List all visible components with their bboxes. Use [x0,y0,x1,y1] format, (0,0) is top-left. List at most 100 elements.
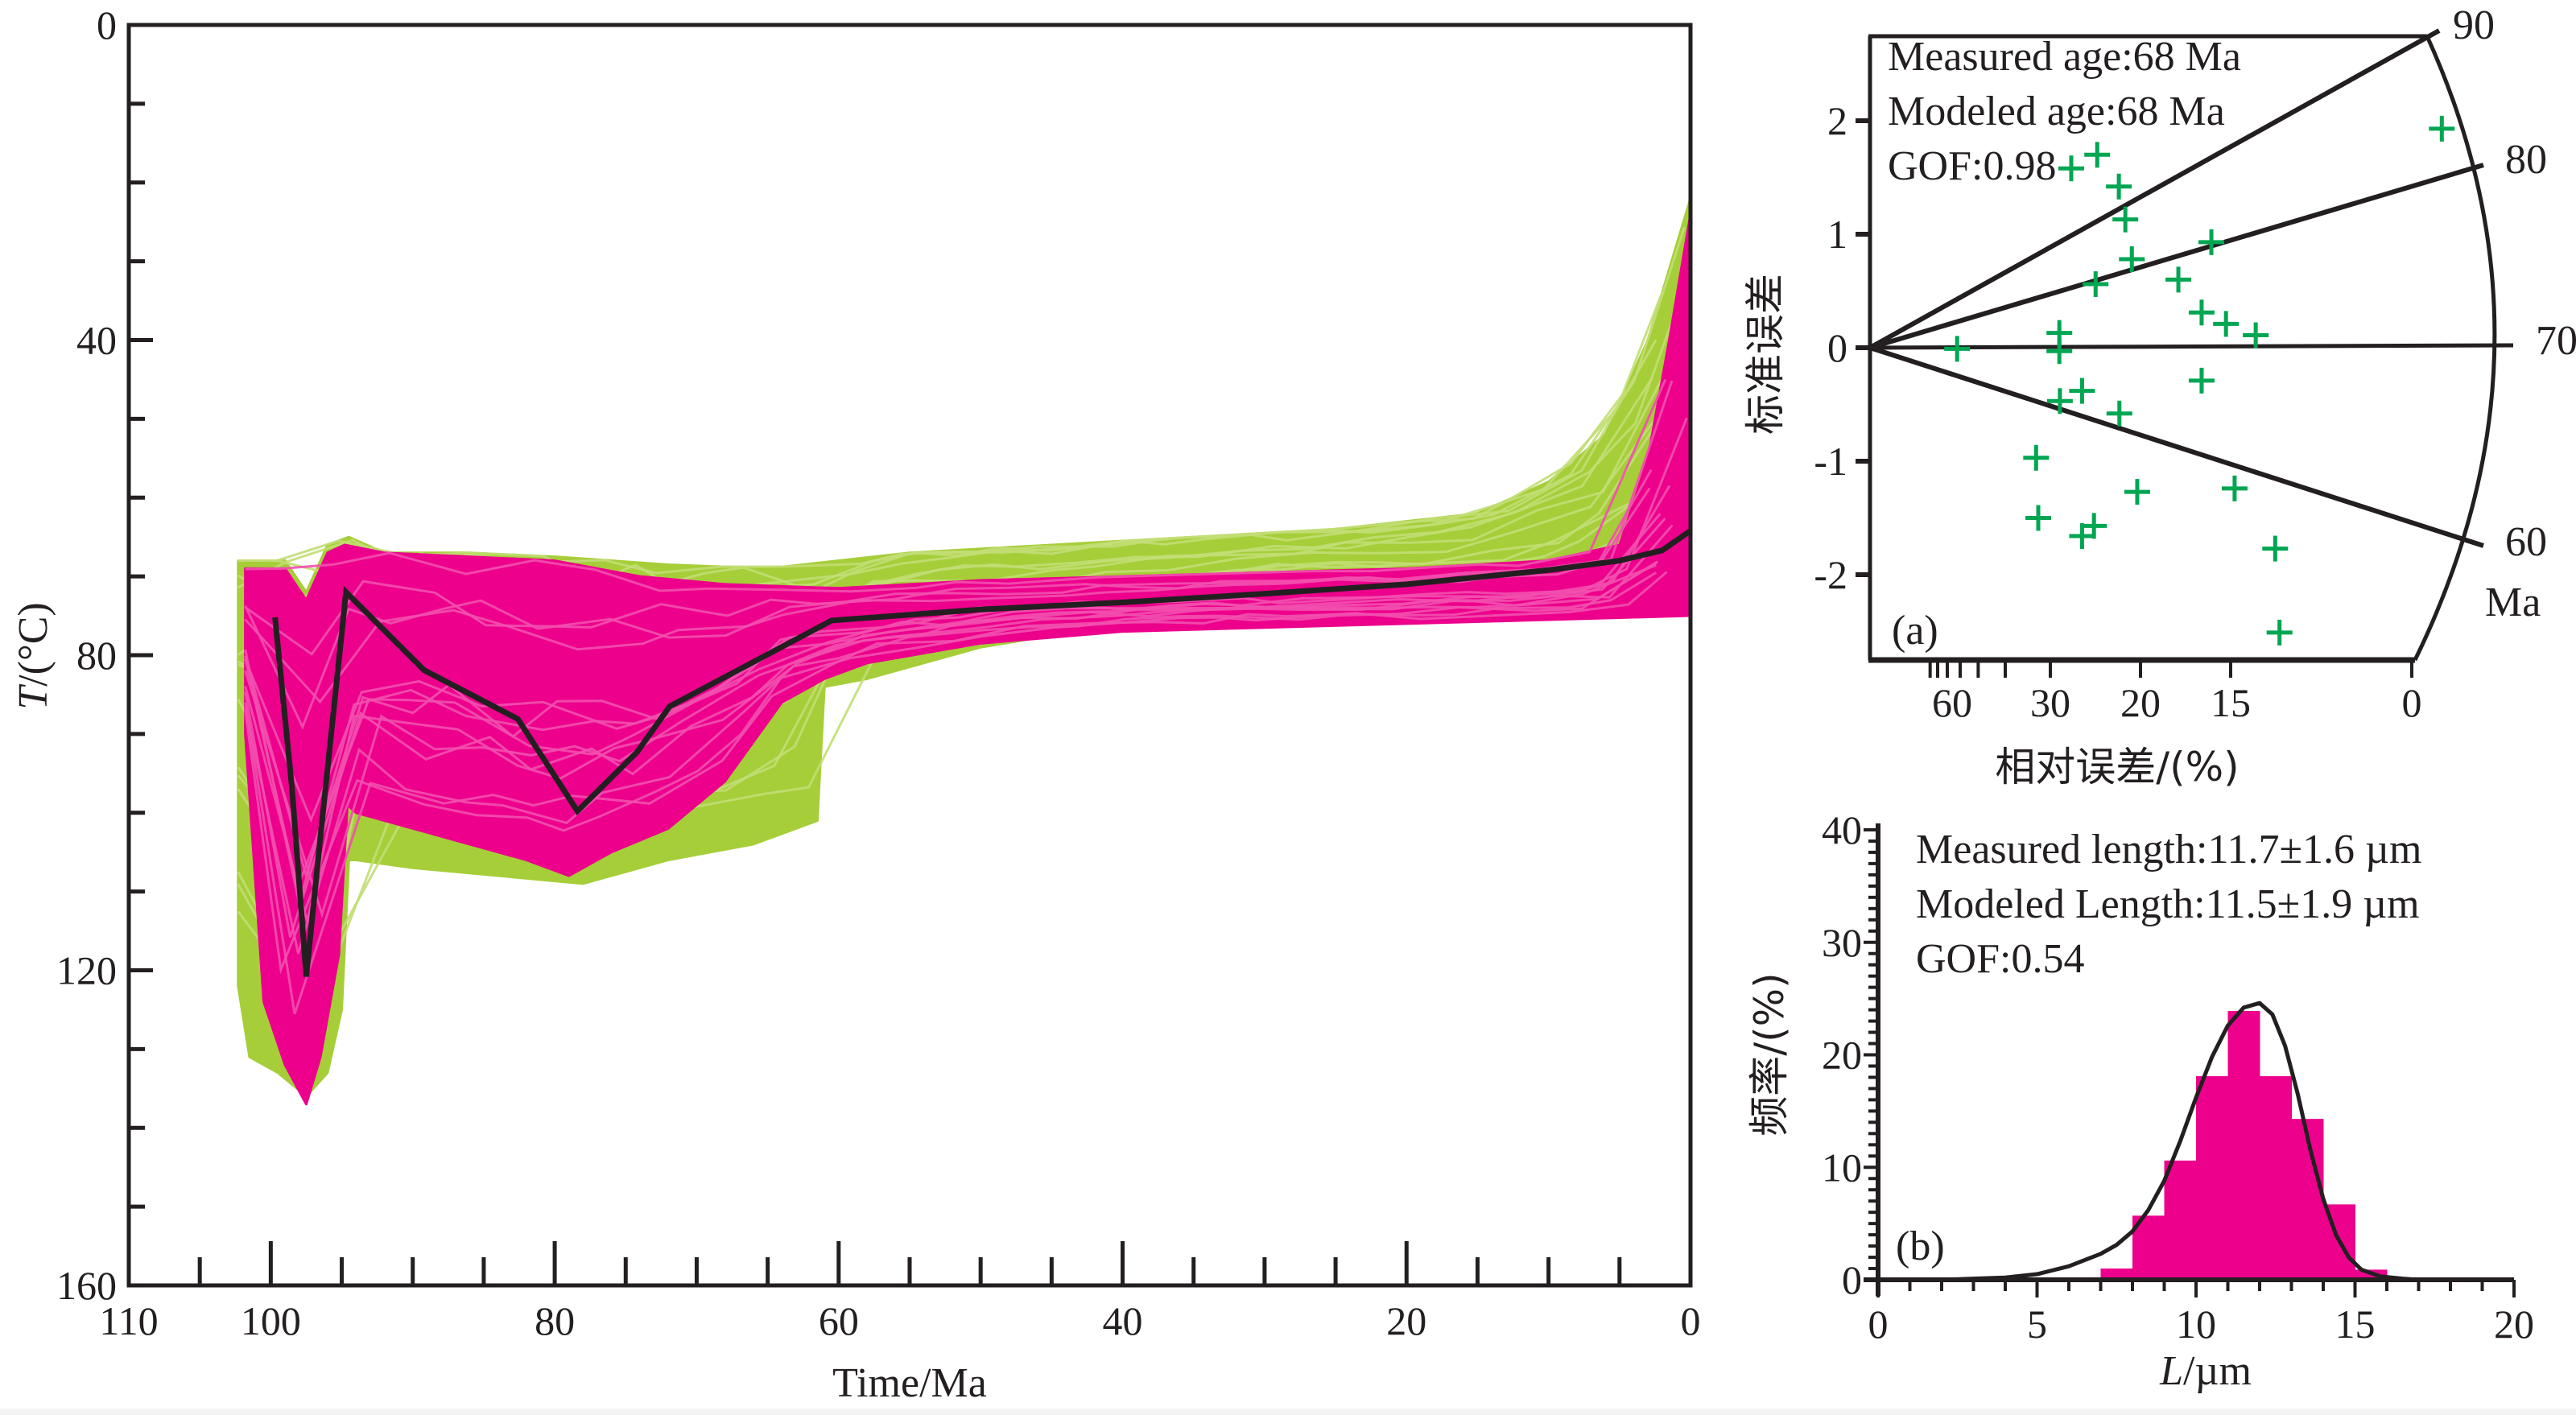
hist-x-axis-title-symbol: L [2159,1348,2183,1394]
y-tick-label: 120 [56,948,117,993]
good-sample-path [244,513,1662,905]
radial-x-tick-label: 30 [2030,680,2070,725]
thermal-history-plot: 110 100 80 60 40 20 0 0 40 80 120 160 Time/Ma T/(°… [10,2,1701,1406]
y-tick-label: 40 [76,318,117,363]
hist-x-tick-label: 20 [2494,1302,2534,1347]
x-tick-label: 40 [1103,1298,1143,1343]
good-sample-path [245,378,1667,593]
hist-x-tick-label: 15 [2335,1302,2376,1347]
y-tick-labels: 0 40 80 120 160 [56,2,117,1308]
hist-y-tick-label: 10 [1822,1145,1862,1190]
radial-point [2198,229,2225,255]
radial-x-tick-label: 15 [2211,680,2251,725]
radial-y-axis-title: 标准误差 [1742,274,1789,435]
age-scale-arc [2413,35,2497,662]
good-sample-path [244,571,1668,975]
age-ray-60 [1869,345,2484,548]
y-tick-label: 160 [56,1263,117,1308]
radial-point [2188,299,2215,326]
y-axis-title-unit: /(°C) [10,602,56,687]
hist-x-axis-title-unit: /µm [2183,1348,2252,1394]
x-tick-label: 20 [1386,1298,1426,1343]
hist-annotation-modeled-length: Modeled Length:11.5±1.9 µm [1916,881,2420,927]
radial-annotation-measured-age: Measured age:68 Ma [1888,34,2241,80]
y-axis-title-symbol: T [10,684,56,710]
good-sample-path [244,487,1651,656]
good-sample-path [244,380,1674,730]
radial-x-axis-title: 相对误差/(%) [1995,744,2239,790]
model-curve-layer [1941,1000,2419,1282]
x-axis-title: Time/Ma [832,1360,987,1406]
y-tick-label: 80 [76,633,117,678]
hist-x-axis-title: L/µm [2159,1348,2252,1394]
x-tick-label: 100 [241,1298,301,1343]
radial-age-unit: Ma [2485,580,2541,625]
radial-point [2084,142,2111,168]
radial-y-tick-label: 0 [1827,325,1847,370]
radial-point [2221,475,2248,501]
radial-x-tick-label: 20 [2120,680,2161,725]
radial-point [2069,377,2095,404]
histogram-bar [2227,1010,2260,1280]
radial-point [2046,338,2073,365]
radial-point [2106,400,2132,427]
hist-y-tick-label: 40 [1822,807,1862,852]
hist-y-axis-title: 频率/(%) [1746,972,1793,1136]
radial-point [2083,271,2109,298]
age-ray-80 [1869,163,2484,350]
hist-x-tick-label: 0 [1868,1302,1889,1347]
model-length-curve [1941,1000,2419,1282]
radial-x-tick-label: 0 [2402,680,2422,725]
radial-y-tick-label: 2 [1827,98,1847,143]
good-sample-path [244,571,1657,1015]
radial-point [2025,505,2051,531]
hist-annotation-measured-length: Measured length:11.7±1.6 µm [1916,827,2421,873]
age-ray-label-90: 90 [2453,2,2495,48]
bottom-margin [0,1409,2576,1415]
x-tick-labels: 110 100 80 60 40 20 0 [99,1298,1700,1343]
radial-annotation-modeled-age: Modeled age:68 Ma [1888,89,2225,134]
radial-point [2124,479,2150,505]
radial-point [2262,535,2289,562]
radial-y-tick-label: -2 [1814,552,1847,597]
radial-point [2266,619,2293,646]
hist-y-tick-label: 20 [1822,1033,1862,1078]
good-fit-envelope [244,212,1692,1106]
x-tick-label: 60 [819,1298,859,1343]
radial-point [1944,336,1971,362]
hist-y-tick-label: 0 [1842,1257,1862,1302]
age-ray-label-70: 70 [2536,318,2576,364]
hist-y-tick-label: 30 [1822,920,1862,965]
histogram-bar [2196,1076,2228,1280]
radial-point [2069,523,2095,550]
radial-panel-label: (a) [1892,608,1938,654]
radial-point [2165,266,2192,293]
histogram-bars [2100,1010,2388,1280]
radial-point [2429,115,2455,142]
track-length-histogram-panel: 0 10 20 30 40 0 5 10 15 20 Measured length:11.7±1… [1746,807,2534,1394]
radial-plot-panel: 90 80 70 60 2 1 0 -1 -2 60 30 20 15 0 Measured age:6… [1742,2,2576,790]
radial-point [2243,322,2269,349]
hist-annotation-gof: GOF:0.54 [1916,936,2084,982]
axis-ticks [129,101,1622,1285]
radial-y-tick-label: 1 [1827,212,1847,257]
radial-point [2188,367,2215,394]
histogram-bar [2100,1269,2133,1280]
radial-point [2023,444,2050,471]
best-fit-line [272,528,1692,977]
histogram-axes: 0 10 20 30 40 0 5 10 15 20 [1822,807,2534,1347]
age-rays: 90 80 70 60 [1868,2,2576,565]
radial-point [2119,246,2145,273]
radial-points [1944,115,2455,646]
good-sample-path [244,563,1657,922]
radial-axis-ticks: 2 1 0 -1 -2 60 30 20 15 0 [1814,98,2421,725]
age-ray-90 [1868,28,2441,350]
x-tick-label: 80 [535,1298,575,1343]
y-axis-title: T/(°C) [10,602,56,709]
histogram-bar [2164,1160,2197,1280]
y-tick-label: 0 [97,2,117,47]
x-tick-label: 0 [1681,1298,1701,1343]
radial-point [2058,155,2084,182]
best-fit-layer [272,528,1692,977]
